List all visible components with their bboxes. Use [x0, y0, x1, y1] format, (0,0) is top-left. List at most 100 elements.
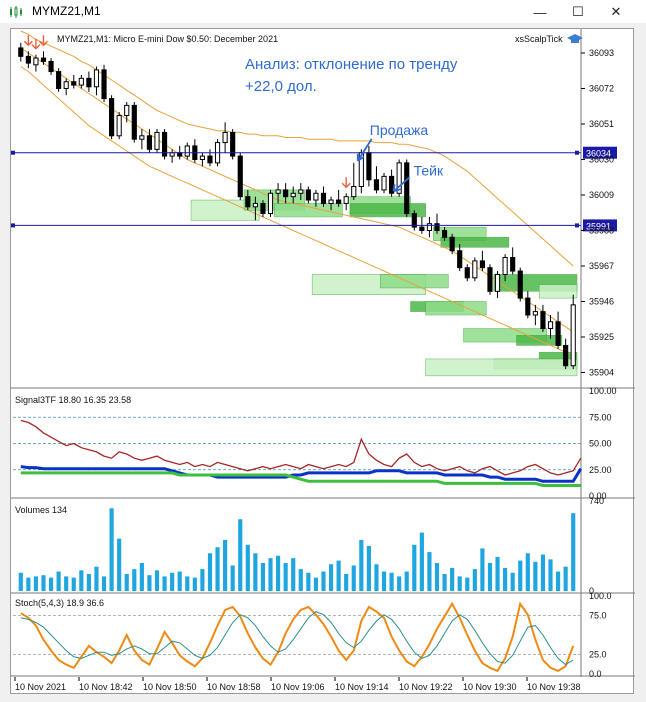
- candle: [161, 129, 168, 160]
- candle-body-bear: [510, 257, 516, 272]
- time-tick-label: 10 Nov 19:06: [271, 682, 325, 692]
- candle-body-bear: [56, 71, 62, 89]
- signal-series-1: [20, 465, 583, 483]
- close-button[interactable]: ✕: [610, 4, 622, 19]
- volume-bar: [132, 569, 137, 591]
- candle-body-bull: [472, 260, 478, 279]
- sell-arrow-icon: [341, 177, 351, 189]
- window-title: MYMZ21,M1: [32, 4, 101, 18]
- ma-upper-line: [20, 30, 574, 267]
- candle-body-bull: [290, 192, 296, 198]
- ma-lower-line: [20, 66, 574, 357]
- volume-bar: [351, 565, 356, 591]
- volume-bar: [268, 558, 273, 591]
- candle: [502, 254, 508, 282]
- candle-body-bull: [33, 57, 39, 66]
- candle: [192, 139, 198, 163]
- price-tick-label: 35946: [589, 296, 614, 306]
- title-bar: MYMZ21,M1 — ☐ ✕: [0, 0, 646, 24]
- candle: [40, 51, 47, 65]
- candle: [457, 244, 463, 272]
- volume-bar: [548, 559, 553, 591]
- minimize-button[interactable]: —: [533, 4, 547, 20]
- candle-body-bear: [245, 196, 251, 208]
- volume-bar: [245, 544, 250, 591]
- candle: [487, 264, 493, 295]
- volume-bar: [238, 519, 243, 591]
- volume-bar: [56, 571, 61, 591]
- candle: [441, 227, 448, 241]
- candle: [33, 54, 39, 72]
- candle-body-bear: [336, 199, 342, 204]
- candle: [389, 169, 395, 197]
- candle: [313, 189, 319, 207]
- price-level-lower-marker-right: [575, 223, 579, 228]
- candle: [411, 210, 417, 231]
- signal-tick-label: 75.00: [589, 412, 612, 422]
- time-tick-label: 10 Nov 2021: [15, 682, 66, 692]
- candle-body-bear: [464, 267, 470, 279]
- volume-bar: [298, 569, 303, 591]
- candle: [305, 186, 311, 204]
- candle-body-bear: [283, 189, 289, 198]
- candle-body-bear: [230, 131, 236, 157]
- candle: [510, 247, 516, 275]
- volume-bar: [101, 576, 107, 591]
- candle-body-bear: [525, 297, 531, 316]
- take-annotation: Тейк: [414, 162, 444, 178]
- candle: [290, 186, 296, 204]
- candle: [298, 183, 304, 201]
- candle: [320, 186, 327, 207]
- chart-area[interactable]: MYMZ21,M1: Micro E-mini Dow $0.50: Decem…: [10, 28, 635, 695]
- sell-arrow-icon: [23, 35, 33, 47]
- sell-annotation: Продажа: [370, 122, 429, 138]
- volume-bar: [71, 577, 76, 591]
- candle-body-bear: [517, 270, 523, 299]
- candle: [252, 196, 258, 221]
- candle-body-bear: [109, 98, 115, 137]
- candle: [139, 129, 145, 150]
- candle: [48, 58, 54, 75]
- price-tick-label: 36030: [589, 154, 614, 164]
- candle-body-bear: [411, 213, 417, 228]
- price-tick-label: 35988: [589, 225, 614, 235]
- volume-bar: [291, 558, 296, 591]
- stoch-series-1: [20, 611, 574, 666]
- sell-pointer-arrow: [356, 138, 373, 162]
- sell-arrow-icon: [38, 35, 48, 47]
- volume-bar: [215, 547, 220, 591]
- chart-canvas[interactable]: MYMZ21,M1: Micro E-mini Dow $0.50: Decem…: [11, 29, 635, 695]
- volume-bar: [412, 544, 417, 591]
- volume-bar: [457, 576, 462, 591]
- graduation-cap-icon: [567, 34, 583, 43]
- candle-body-bull: [547, 321, 554, 330]
- volume-bar: [79, 570, 84, 591]
- signal-zone: [425, 301, 487, 316]
- volume-bar: [313, 577, 318, 591]
- candle-body-bear: [320, 192, 327, 204]
- volume-bar: [94, 566, 99, 591]
- volume-bar: [533, 561, 538, 591]
- stoch-tick-label: 75.0: [589, 611, 607, 621]
- candle: [494, 271, 501, 299]
- volume-bar: [276, 555, 281, 591]
- volume-bar: [207, 553, 213, 591]
- candle-body-bear: [434, 223, 440, 231]
- volume-bar: [200, 569, 205, 591]
- candle: [207, 149, 213, 167]
- price-tick-label: 36009: [589, 190, 614, 200]
- maximize-button[interactable]: ☐: [572, 4, 584, 19]
- stoch-label: Stoch(5,4,3) 18.9 36.6: [15, 598, 104, 608]
- candle-body-bear: [207, 155, 213, 164]
- candle-body-bear: [419, 226, 425, 231]
- candle-body-bear: [373, 179, 380, 191]
- time-tick-label: 10 Nov 18:50: [143, 682, 197, 692]
- volume-bar: [26, 577, 31, 591]
- candle: [169, 149, 175, 163]
- volume-bar: [33, 576, 38, 591]
- candle: [124, 102, 130, 123]
- volume-bar: [139, 563, 144, 591]
- price-level-lower-tag: [583, 219, 617, 232]
- volume-bar: [283, 563, 288, 591]
- volume-bar: [336, 560, 341, 591]
